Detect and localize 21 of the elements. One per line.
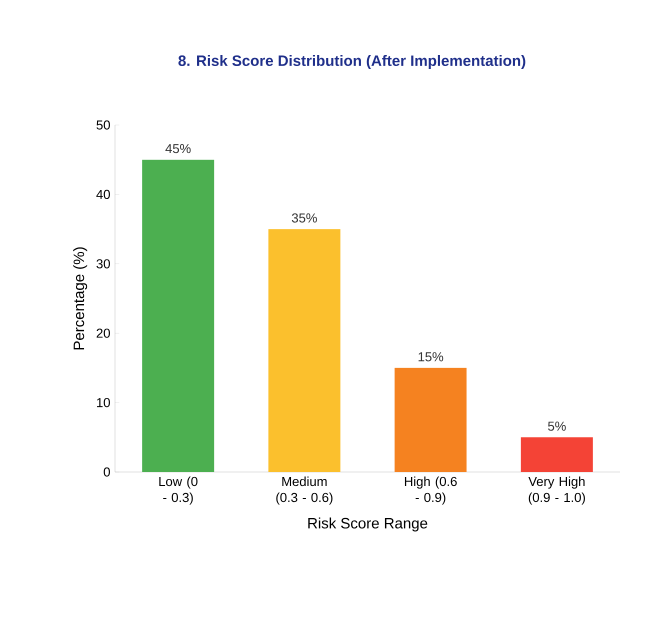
x-axis-title: Risk Score Range bbox=[308, 518, 428, 532]
data-label: 5% bbox=[548, 422, 566, 431]
y-axis-title: Percentage (%) bbox=[73, 247, 88, 350]
y-tick-label: 0 bbox=[104, 467, 110, 477]
y-tick-label: 40 bbox=[96, 190, 110, 200]
x-tick-label: Low (0 - 0.3) bbox=[159, 476, 198, 505]
bar bbox=[394, 368, 467, 472]
data-label: 45% bbox=[165, 144, 191, 154]
bar bbox=[520, 437, 593, 472]
bar bbox=[268, 229, 340, 472]
bar bbox=[142, 160, 214, 472]
x-tick-label: Very High (0.9 - 1.0) bbox=[528, 476, 585, 505]
x-tick-label: Medium (0.3 - 0.6) bbox=[276, 476, 332, 505]
x-tick-label: High (0.6 - 0.9) bbox=[404, 476, 457, 505]
data-label: 15% bbox=[418, 352, 444, 362]
y-tick-label: 50 bbox=[96, 120, 110, 130]
data-label: 35% bbox=[292, 213, 317, 223]
y-tick-label: 20 bbox=[96, 328, 110, 338]
chart-title: 8. Risk Score Distribution (After Implementation) bbox=[178, 55, 526, 69]
y-tick-label: 30 bbox=[96, 259, 110, 268]
y-tick-label: 10 bbox=[97, 398, 110, 408]
